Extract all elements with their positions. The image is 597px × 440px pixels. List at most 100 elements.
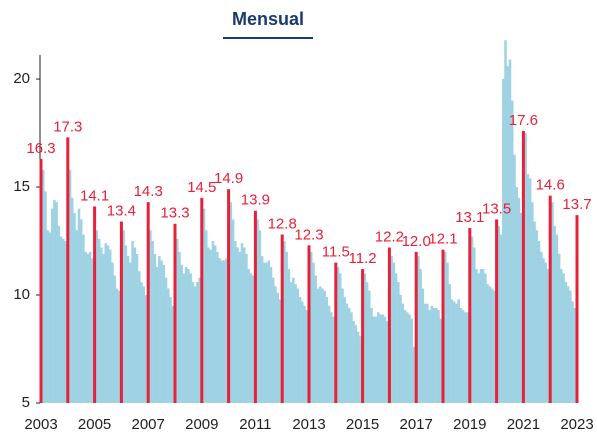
bar (450, 299, 454, 403)
bar (381, 314, 384, 403)
bar (452, 301, 456, 403)
bar (267, 260, 271, 403)
bar (95, 230, 99, 403)
bar (303, 305, 306, 403)
bar (256, 219, 259, 403)
bar (209, 249, 212, 403)
bar (175, 238, 179, 403)
bar (339, 273, 342, 403)
bar (68, 169, 72, 403)
bar (276, 292, 279, 403)
bar (428, 310, 431, 403)
x-tick-label: 2023 (560, 416, 593, 433)
y-tick-label: 10 (13, 286, 30, 303)
bar (531, 202, 534, 403)
bar (470, 236, 474, 403)
bar (247, 269, 250, 403)
bar (376, 312, 380, 403)
bar (526, 174, 530, 403)
data-label: 14.9 (214, 170, 243, 187)
bar (497, 225, 501, 403)
bar (430, 305, 434, 403)
bar (437, 310, 440, 403)
bar (294, 284, 297, 403)
bar (117, 290, 121, 403)
bar (379, 314, 382, 403)
bar (260, 256, 264, 403)
bar (417, 256, 420, 403)
bar (414, 251, 418, 403)
bar (533, 221, 536, 403)
bar (387, 247, 391, 403)
bar (196, 282, 199, 403)
bar (229, 202, 233, 403)
bar (160, 260, 163, 403)
bar (119, 221, 123, 403)
bar (91, 258, 94, 403)
bar (59, 236, 63, 403)
bar (41, 169, 45, 403)
bar (39, 158, 43, 403)
bar (182, 273, 186, 403)
bar (544, 262, 547, 403)
data-label: 16.3 (26, 140, 55, 157)
bar (352, 320, 355, 403)
bar (216, 251, 219, 403)
bar (88, 251, 92, 403)
bar (504, 40, 507, 404)
bar (562, 273, 565, 403)
data-label: 14.5 (187, 179, 216, 196)
bar (392, 262, 396, 403)
bar (187, 269, 190, 403)
x-tick-label: 2019 (453, 416, 486, 433)
bar (399, 295, 402, 403)
bar (336, 266, 340, 403)
bar (104, 243, 108, 403)
bar (102, 253, 105, 403)
bar (423, 303, 427, 403)
bar (82, 234, 85, 403)
bar (292, 277, 295, 403)
bar (506, 66, 510, 404)
bar (173, 223, 177, 403)
bar (510, 100, 514, 404)
data-label: 17.6 (509, 112, 538, 129)
bar (211, 241, 215, 403)
bar (234, 241, 237, 403)
bar (307, 245, 311, 403)
data-label: 13.3 (160, 205, 189, 222)
data-label: 13.9 (241, 192, 270, 209)
bar (435, 307, 438, 403)
bar (198, 277, 201, 403)
bar (330, 312, 333, 403)
bar (345, 303, 349, 403)
bar (513, 154, 516, 403)
bar (548, 195, 552, 403)
bar (151, 241, 154, 403)
bar (55, 202, 58, 403)
bar (48, 232, 52, 403)
bar (569, 290, 572, 403)
bar (164, 277, 168, 403)
data-label: 13.1 (455, 209, 484, 226)
x-tick-label: 2007 (132, 416, 165, 433)
bar (406, 312, 409, 403)
bar (443, 251, 447, 403)
bar (390, 256, 393, 403)
bar (263, 262, 266, 403)
bar (86, 253, 90, 403)
bar (225, 258, 228, 403)
bar (508, 59, 512, 404)
bar (178, 251, 181, 403)
bar (62, 238, 65, 403)
data-label: 12.0 (402, 233, 431, 250)
bar (484, 273, 487, 403)
data-label: 13.4 (107, 203, 136, 220)
bar (44, 191, 47, 403)
y-tick-label: 5 (22, 394, 30, 411)
bar (280, 234, 284, 403)
bar (401, 303, 405, 403)
bar (368, 290, 371, 403)
bar (332, 316, 335, 403)
